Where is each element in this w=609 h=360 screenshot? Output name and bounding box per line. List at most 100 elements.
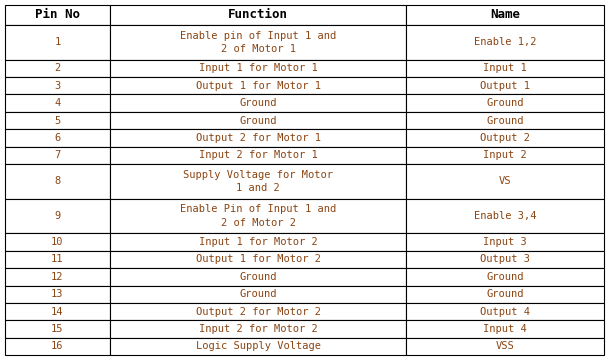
Text: Input 2 for Motor 2: Input 2 for Motor 2 [199, 324, 317, 334]
Text: Ground: Ground [487, 289, 524, 299]
Bar [406, 285, 604, 303]
Bar [5, 199, 110, 233]
Text: 10: 10 [51, 237, 64, 247]
Text: Ground: Ground [239, 116, 277, 126]
Text: Ground: Ground [239, 272, 277, 282]
Text: 9: 9 [54, 211, 60, 221]
Bar [5, 233, 110, 251]
Text: Input 4: Input 4 [484, 324, 527, 334]
Text: Pin No: Pin No [35, 9, 80, 22]
Text: 4: 4 [54, 98, 60, 108]
Text: 1: 1 [54, 37, 60, 48]
Text: Input 2: Input 2 [484, 150, 527, 160]
Bar [110, 285, 406, 303]
Bar [5, 320, 110, 338]
Text: Ground: Ground [487, 98, 524, 108]
Text: Output 2: Output 2 [480, 133, 530, 143]
Bar [406, 251, 604, 268]
Text: Input 3: Input 3 [484, 237, 527, 247]
Bar [110, 320, 406, 338]
Bar [110, 147, 406, 164]
Bar [110, 60, 406, 77]
Bar [406, 60, 604, 77]
Bar [5, 147, 110, 164]
Text: Enable pin of Input 1 and
2 of Motor 1: Enable pin of Input 1 and 2 of Motor 1 [180, 31, 336, 54]
Bar [5, 251, 110, 268]
Bar [5, 25, 110, 60]
Text: Output 2 for Motor 1: Output 2 for Motor 1 [195, 133, 320, 143]
Text: Enable 1,2: Enable 1,2 [474, 37, 537, 48]
Text: Output 1 for Motor 2: Output 1 for Motor 2 [195, 255, 320, 265]
Text: Output 4: Output 4 [480, 307, 530, 316]
Bar [5, 94, 110, 112]
Text: Input 1 for Motor 1: Input 1 for Motor 1 [199, 63, 317, 73]
Bar [5, 303, 110, 320]
Text: Ground: Ground [239, 98, 277, 108]
Bar [406, 303, 604, 320]
Text: VSS: VSS [496, 341, 515, 351]
Bar [406, 147, 604, 164]
Bar [110, 5, 406, 25]
Bar [110, 303, 406, 320]
Text: Name: Name [490, 9, 520, 22]
Text: Enable Pin of Input 1 and
2 of Motor 2: Enable Pin of Input 1 and 2 of Motor 2 [180, 204, 336, 228]
Bar [110, 77, 406, 94]
Bar [5, 164, 110, 199]
Bar [406, 338, 604, 355]
Text: Output 2 for Motor 2: Output 2 for Motor 2 [195, 307, 320, 316]
Bar [5, 285, 110, 303]
Text: 8: 8 [54, 176, 60, 186]
Bar [110, 129, 406, 147]
Text: Input 1: Input 1 [484, 63, 527, 73]
Text: Ground: Ground [487, 272, 524, 282]
Bar [5, 60, 110, 77]
Bar [406, 112, 604, 129]
Text: Logic Supply Voltage: Logic Supply Voltage [195, 341, 320, 351]
Bar [110, 94, 406, 112]
Text: 5: 5 [54, 116, 60, 126]
Bar [5, 77, 110, 94]
Text: 6: 6 [54, 133, 60, 143]
Text: 16: 16 [51, 341, 64, 351]
Bar [110, 164, 406, 199]
Bar [110, 199, 406, 233]
Text: Enable 3,4: Enable 3,4 [474, 211, 537, 221]
Text: 14: 14 [51, 307, 64, 316]
Text: 13: 13 [51, 289, 64, 299]
Text: Supply Voltage for Motor
1 and 2: Supply Voltage for Motor 1 and 2 [183, 170, 333, 193]
Text: 12: 12 [51, 272, 64, 282]
Bar [5, 129, 110, 147]
Text: Ground: Ground [487, 116, 524, 126]
Bar [110, 25, 406, 60]
Bar [406, 94, 604, 112]
Bar [406, 129, 604, 147]
Bar [406, 164, 604, 199]
Bar [406, 5, 604, 25]
Bar [110, 233, 406, 251]
Bar [5, 338, 110, 355]
Bar [5, 268, 110, 285]
Bar [406, 268, 604, 285]
Text: Output 3: Output 3 [480, 255, 530, 265]
Text: Function: Function [228, 9, 288, 22]
Text: Input 1 for Motor 2: Input 1 for Motor 2 [199, 237, 317, 247]
Text: Ground: Ground [239, 289, 277, 299]
Bar [110, 338, 406, 355]
Bar [406, 199, 604, 233]
Bar [406, 233, 604, 251]
Text: 11: 11 [51, 255, 64, 265]
Text: VS: VS [499, 176, 512, 186]
Bar [110, 251, 406, 268]
Bar [110, 268, 406, 285]
Bar [5, 5, 110, 25]
Text: Output 1 for Motor 1: Output 1 for Motor 1 [195, 81, 320, 91]
Bar [406, 77, 604, 94]
Text: 15: 15 [51, 324, 64, 334]
Bar [110, 112, 406, 129]
Text: 3: 3 [54, 81, 60, 91]
Bar [406, 320, 604, 338]
Text: Output 1: Output 1 [480, 81, 530, 91]
Text: Input 2 for Motor 1: Input 2 for Motor 1 [199, 150, 317, 160]
Text: 2: 2 [54, 63, 60, 73]
Bar [406, 25, 604, 60]
